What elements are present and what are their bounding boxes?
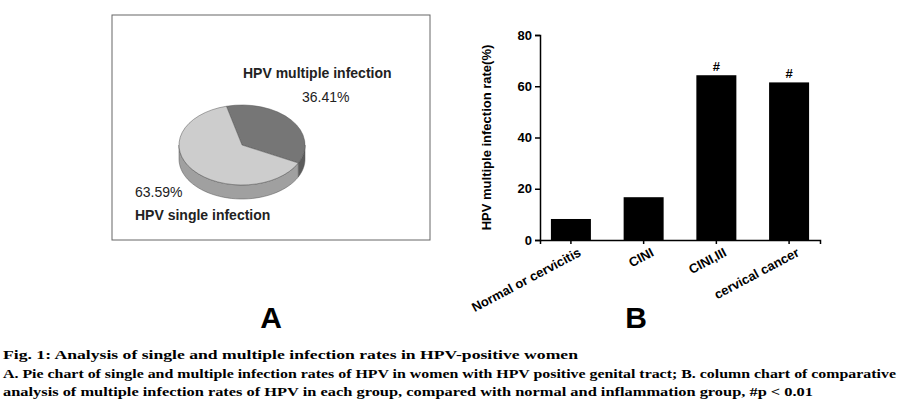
caption: Fig. 1: Analysis of single and multiple …	[3, 348, 897, 399]
significance-mark: #	[713, 59, 721, 74]
x-tick: CINI	[626, 240, 656, 270]
slice-label: HPV multiple infection	[243, 65, 392, 81]
caption-title: Fig. 1: Analysis of single and multiple …	[3, 348, 578, 362]
axis-line	[535, 36, 541, 241]
tick-label: 20	[518, 181, 532, 196]
panel-label: B	[625, 301, 647, 334]
tick-label: CINI,III	[686, 245, 729, 277]
pie-top	[179, 105, 305, 185]
figure-svg: HPV multiple infection 36.41% HPV single i…	[0, 0, 902, 412]
tick-mark	[535, 86, 540, 88]
y-tick: 80	[518, 28, 540, 43]
tick-mark	[535, 189, 540, 191]
tick-label: 80	[518, 28, 532, 43]
pie-panel: HPV multiple infection 36.41% HPV single i…	[112, 15, 430, 240]
caption-line: analysis of multiple infection rates of …	[3, 385, 813, 399]
y-tick: 40	[518, 130, 540, 145]
bar-panel: 0 20 40 60 80 Normal or cervicitis CINI CINI,II…	[469, 28, 820, 315]
tick-mark	[570, 240, 572, 244]
panel-label: A	[260, 301, 282, 334]
tick-label: Normal or cervicitis	[469, 245, 583, 315]
tick-label: cervical cancer	[712, 245, 802, 302]
tick-mark	[643, 240, 645, 244]
slice-value: 36.41%	[302, 89, 349, 105]
bar	[624, 197, 664, 240]
y-tick: 0	[525, 233, 540, 248]
x-tick: cervical cancer	[712, 240, 802, 302]
tick-mark	[535, 137, 540, 139]
pie-slice	[179, 106, 298, 185]
tick-label: 40	[518, 130, 532, 145]
bar	[769, 82, 809, 240]
x-tick: CINI,III	[686, 240, 729, 277]
figure-root: HPV multiple infection 36.41% HPV single i…	[0, 0, 902, 412]
y-axis: 0 20 40 60 80	[518, 28, 541, 248]
tick-mark	[716, 240, 718, 244]
y-tick: 60	[518, 79, 540, 94]
tick-mark	[535, 240, 540, 242]
bars	[551, 75, 809, 240]
panel-frame	[112, 15, 430, 240]
tick-mark	[535, 35, 540, 37]
tick-mark	[788, 240, 790, 244]
tick-label: 60	[518, 79, 532, 94]
tick-label: 0	[525, 233, 532, 248]
tick-label: CINI	[626, 245, 656, 270]
slice-label: HPV single infection	[135, 207, 270, 223]
caption-line: A. Pie chart of single and multiple infe…	[3, 367, 897, 381]
bar	[696, 75, 736, 240]
y-axis-title: HPV multiple infection rate(%)	[479, 45, 494, 231]
axis-line	[541, 241, 821, 245]
slice-value: 63.59%	[135, 184, 182, 200]
significance-mark: #	[785, 66, 793, 81]
y-tick: 20	[518, 181, 540, 196]
bar	[551, 219, 591, 240]
x-tick: Normal or cervicitis	[469, 240, 583, 315]
